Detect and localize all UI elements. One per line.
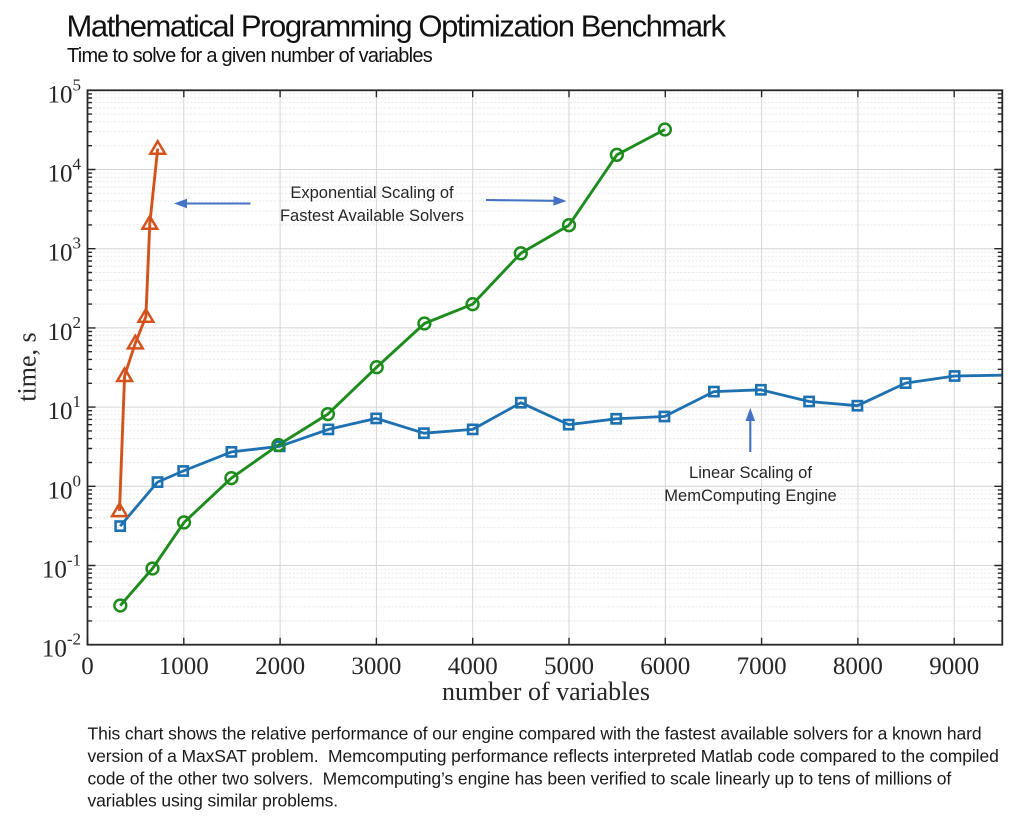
- svg-text:Exponential Scaling of: Exponential Scaling of: [290, 184, 454, 202]
- svg-text:time, s: time, s: [13, 332, 42, 401]
- svg-text:version of a MaxSAT problem.: version of a MaxSAT problem. Memcomputin…: [88, 746, 999, 766]
- svg-text:2000: 2000: [255, 653, 305, 680]
- svg-text:number of variables: number of variables: [442, 677, 650, 706]
- svg-text:Fastest Available Solvers: Fastest Available Solvers: [280, 207, 464, 225]
- svg-text:9000: 9000: [929, 653, 979, 680]
- svg-text:Time to solve for a given numb: Time to solve for a given number of vari…: [67, 45, 433, 67]
- svg-text:3000: 3000: [351, 653, 401, 680]
- svg-text:7000: 7000: [737, 653, 787, 680]
- svg-text:code of the other two solvers.: code of the other two solvers. Memcomput…: [88, 768, 952, 788]
- svg-text:0: 0: [81, 653, 94, 680]
- svg-text:variables using similar proble: variables using similar problems.: [88, 791, 339, 811]
- svg-text:This chart shows the relative: This chart shows the relative performanc…: [88, 724, 982, 744]
- svg-text:Linear Scaling of: Linear Scaling of: [689, 464, 812, 482]
- svg-text:102: 102: [48, 313, 82, 346]
- svg-text:MemComputing Engine: MemComputing Engine: [664, 487, 836, 505]
- svg-text:8000: 8000: [833, 653, 883, 680]
- svg-text:4000: 4000: [448, 653, 498, 680]
- svg-text:Mathematical Programming Optim: Mathematical Programming Optimization Be…: [67, 9, 727, 44]
- svg-text:1000: 1000: [159, 653, 209, 680]
- svg-text:6000: 6000: [640, 653, 690, 680]
- svg-text:5000: 5000: [544, 653, 594, 680]
- svg-text:105: 105: [48, 75, 82, 108]
